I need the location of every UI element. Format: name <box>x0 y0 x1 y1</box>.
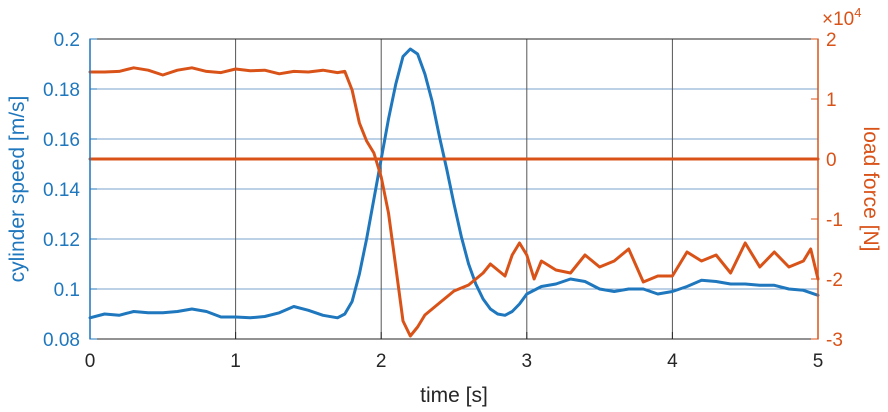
x-tick-label: 2 <box>376 351 387 372</box>
tick-layer: 0 1 2 3 4 5 0.08 0.1 0.12 0.14 0.16 0.18 0.2 -3 -2 -1 0 1… <box>43 30 843 372</box>
x-tick-label: 0 <box>85 351 96 372</box>
y-right-axis-label: load force [N] <box>859 127 882 252</box>
y-left-tick-label: 0.16 <box>43 130 80 151</box>
exponent-base: ×10 <box>822 9 854 30</box>
grid-layer <box>89 38 819 340</box>
x-tick-label: 3 <box>522 351 533 372</box>
exponent-power: 4 <box>854 5 861 20</box>
y-right-tick-label: -1 <box>826 210 843 231</box>
x-tick-label: 5 <box>813 351 824 372</box>
y-left-tick-label: 0.12 <box>43 230 80 251</box>
y-right-tick-label: 2 <box>826 30 837 51</box>
y-left-tick-label: 0.14 <box>43 180 80 201</box>
series-line-load-force <box>88 66 820 338</box>
y-right-tick-label: 1 <box>826 90 837 111</box>
series-line-cylinder-speed <box>88 47 820 320</box>
x-axis-label: time [s] <box>420 384 488 407</box>
y-right-tick-label: 0 <box>826 150 837 171</box>
y-right-tick-label: -2 <box>826 270 843 291</box>
y-right-exponent-label: ×104 <box>822 5 861 30</box>
y-left-tick-label: 0.1 <box>54 280 80 301</box>
y-left-tick-label: 0.18 <box>43 80 80 101</box>
x-tick-label: 4 <box>667 351 678 372</box>
series-layer <box>88 47 820 338</box>
y-left-tick-label: 0.08 <box>43 330 80 351</box>
y-left-axis-label: cylinder speed [m/s] <box>6 96 29 283</box>
y-left-tick-label: 0.2 <box>54 30 80 51</box>
y-right-tick-label: -3 <box>826 330 843 351</box>
x-tick-label: 1 <box>230 351 241 372</box>
